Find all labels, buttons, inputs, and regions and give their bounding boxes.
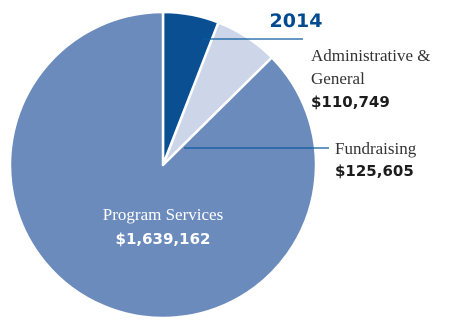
value-admin: $110,749	[311, 93, 390, 111]
label-admin-line1: Administrative &	[311, 46, 430, 65]
label-program-services: Program Services	[103, 205, 223, 224]
slice-program-services	[8, 10, 318, 320]
value-fundraising: $125,605	[335, 162, 414, 180]
chart-title: 2014	[270, 10, 323, 32]
label-admin-line2: General	[311, 69, 365, 88]
pie-slices	[8, 10, 318, 320]
label-fundraising: Fundraising	[335, 139, 417, 158]
value-program-services: $1,639,162	[116, 230, 211, 248]
